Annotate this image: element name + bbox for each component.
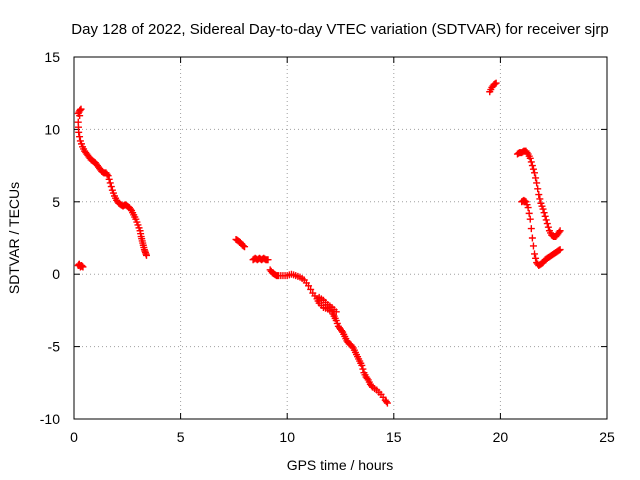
data-point <box>544 223 552 231</box>
chart-title: Day 128 of 2022, Sidereal Day-to-day VTE… <box>71 21 608 38</box>
data-point <box>239 242 247 250</box>
y-tick-label: 10 <box>44 121 60 137</box>
x-tick-label: 0 <box>70 429 78 445</box>
data-point <box>358 361 366 369</box>
data-point <box>542 216 550 224</box>
x-tick-label: 15 <box>386 429 402 445</box>
series-segment-4 <box>249 254 272 264</box>
data-point <box>556 227 564 235</box>
data-point <box>528 162 536 170</box>
data-point <box>332 308 340 316</box>
data-point <box>527 158 535 166</box>
data-point <box>556 246 564 254</box>
x-tick-label: 20 <box>493 429 509 445</box>
data-point <box>526 154 534 162</box>
x-axis-label: GPS time / hours <box>287 457 394 473</box>
data-point <box>535 191 543 199</box>
grid-layer <box>74 57 607 419</box>
data-point <box>348 343 356 351</box>
data-point <box>540 209 548 217</box>
data-point <box>264 256 272 264</box>
series-segment-1 <box>74 105 150 259</box>
data-point <box>532 174 540 182</box>
data-point <box>555 246 563 254</box>
y-axis-label: SDTVAR / TECUs <box>6 182 22 294</box>
data-point <box>532 254 540 262</box>
y-tick-label: -5 <box>48 339 61 355</box>
data-point <box>105 175 113 183</box>
data-point <box>526 215 534 223</box>
data-point <box>539 205 547 213</box>
data-point <box>529 242 537 250</box>
data-point <box>107 183 115 191</box>
data-point <box>521 197 529 205</box>
series-segment-7 <box>486 79 500 96</box>
data-point <box>491 80 499 88</box>
y-tick-label: 5 <box>52 194 60 210</box>
plot-frame <box>73 56 608 420</box>
data-point <box>103 170 111 178</box>
data-point <box>527 225 535 233</box>
x-tick-label: 10 <box>279 429 295 445</box>
data-point <box>531 250 539 258</box>
data-point <box>76 133 84 141</box>
data-point <box>338 327 346 335</box>
data-point <box>104 172 112 180</box>
data-point <box>492 79 500 87</box>
data-point <box>305 282 313 290</box>
data-point <box>541 212 549 220</box>
data-point <box>106 179 114 187</box>
data-point <box>533 179 541 187</box>
y-tick-label: 15 <box>44 49 60 65</box>
data-point <box>524 204 532 212</box>
x-tick-label: 5 <box>177 429 185 445</box>
data-point <box>528 234 536 242</box>
data-point <box>531 169 539 177</box>
y-tick-label: -10 <box>40 411 60 427</box>
data-point <box>142 251 150 259</box>
series-segment-8 <box>513 147 564 241</box>
data-point <box>534 185 542 193</box>
series-segment-2 <box>74 260 87 271</box>
data-point <box>543 220 551 228</box>
data-point <box>536 195 544 203</box>
data-point <box>79 263 87 271</box>
series-segment-5 <box>266 266 391 407</box>
data-point <box>525 209 533 217</box>
data-point <box>529 165 537 173</box>
data-point <box>75 128 83 136</box>
data-point <box>307 285 315 293</box>
data-point <box>78 262 86 270</box>
data-point <box>77 262 85 270</box>
tick-layer: 0 5 10 15 20 25 -10 -5 0 5 10 15 <box>40 49 615 445</box>
data-point <box>126 205 134 213</box>
y-tick-label: 0 <box>52 266 60 282</box>
data-point <box>77 105 85 113</box>
data-point <box>241 243 249 251</box>
data-point <box>382 398 390 406</box>
series-segment-6 <box>315 293 340 316</box>
points-layer <box>74 79 564 407</box>
data-point <box>76 112 84 120</box>
series-segment-9 <box>518 196 564 270</box>
data-point <box>359 365 367 373</box>
data-point <box>555 228 563 236</box>
data-point <box>363 374 371 382</box>
data-point <box>523 149 531 157</box>
x-tick-label: 25 <box>599 429 615 445</box>
data-point <box>383 399 391 407</box>
series-segment-3 <box>232 235 249 251</box>
